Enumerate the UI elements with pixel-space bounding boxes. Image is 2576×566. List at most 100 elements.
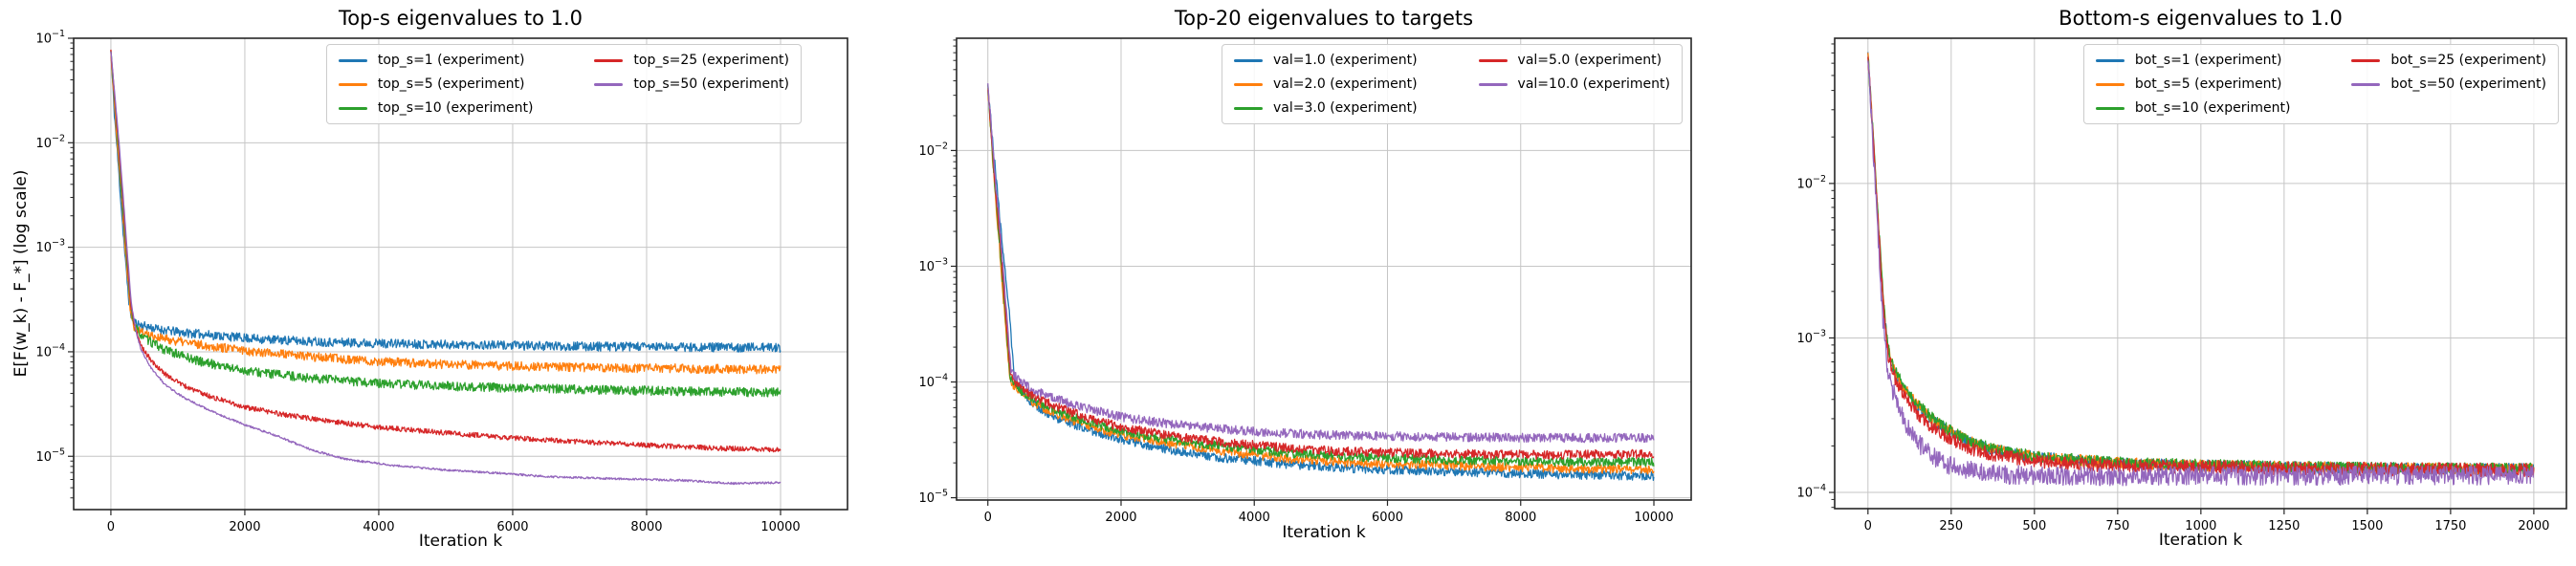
legend-entry: val=5.0 (experiment) bbox=[1478, 53, 1670, 68]
legend-label: val=1.0 (experiment) bbox=[1273, 53, 1418, 68]
legend-line-swatch bbox=[2095, 106, 2125, 110]
legend-line-swatch bbox=[338, 82, 367, 86]
legend-entry: bot_s=1 (experiment) bbox=[2095, 53, 2291, 68]
chart-title: Top-s eigenvalues to 1.0 bbox=[338, 7, 583, 30]
x-tick-label: 1750 bbox=[2434, 519, 2466, 533]
plot-svg: 10−1 10−2 10−3 10−4 10−5 0 2000 4000 6000 8000 100… bbox=[35, 29, 848, 534]
x-tick-label: 0 bbox=[984, 511, 992, 525]
legend-label: top_s=25 (experiment) bbox=[633, 53, 789, 68]
series-line bbox=[987, 83, 1655, 444]
x-tick-label: 4000 bbox=[1239, 511, 1270, 525]
legend-label: val=10.0 (experiment) bbox=[1517, 76, 1670, 92]
legend-entry: bot_s=25 (experiment) bbox=[2351, 53, 2546, 68]
legend-entry: val=10.0 (experiment) bbox=[1478, 76, 1670, 92]
x-axis-label: Iteration k bbox=[1282, 523, 1366, 542]
x-tick-label: 0 bbox=[107, 520, 115, 534]
y-tick-label: 10−5 bbox=[918, 488, 948, 506]
x-tick-label: 2000 bbox=[2518, 519, 2549, 533]
legend: val=1.0 (experiment) val=2.0 (experiment)… bbox=[1222, 44, 1683, 124]
x-tick-label: 2000 bbox=[1105, 511, 1136, 525]
y-tick-label: 10−3 bbox=[1796, 328, 1826, 346]
series-line bbox=[1867, 60, 2535, 487]
x-tick-label: 0 bbox=[1864, 519, 1872, 533]
y-tick-label: 10−4 bbox=[35, 341, 65, 359]
x-tick-label: 1500 bbox=[2351, 519, 2383, 533]
legend-line-swatch bbox=[2351, 82, 2381, 86]
x-tick-label: 8000 bbox=[1505, 511, 1536, 525]
axes-frame bbox=[1834, 37, 2567, 510]
series-line bbox=[110, 49, 782, 453]
legend-label: bot_s=25 (experiment) bbox=[2390, 53, 2546, 68]
y-tick-label: 10−2 bbox=[35, 133, 65, 151]
chart-top-20-eigenvalues: Top-20 eigenvalues to targets Iteration … bbox=[858, 0, 1716, 566]
y-tick-label: 10−4 bbox=[918, 372, 948, 390]
legend-label: top_s=1 (experiment) bbox=[377, 53, 525, 68]
legend-line-swatch bbox=[1478, 82, 1508, 86]
legend-entry: bot_s=50 (experiment) bbox=[2351, 76, 2546, 92]
legend-label: bot_s=1 (experiment) bbox=[2134, 53, 2282, 68]
plot-area: 10−1 10−2 10−3 10−4 10−5 0 2000 4000 6000 8000 100… bbox=[0, 0, 858, 566]
legend-entry: top_s=25 (experiment) bbox=[594, 53, 789, 68]
legend-label: bot_s=5 (experiment) bbox=[2134, 76, 2282, 92]
series-line bbox=[110, 51, 782, 398]
legend-line-swatch bbox=[594, 82, 624, 86]
legend: top_s=1 (experiment) top_s=5 (experiment)… bbox=[325, 44, 802, 124]
x-tick-label: 6000 bbox=[1372, 511, 1403, 525]
x-tick-label: 500 bbox=[2022, 519, 2046, 533]
x-tick-label: 10000 bbox=[760, 520, 800, 534]
series-line bbox=[110, 51, 782, 353]
x-tick-label: 10000 bbox=[1634, 511, 1673, 525]
x-tick-label: 750 bbox=[2105, 519, 2129, 533]
plot-area: 10−2 10−3 10−4 10−5 0 2000 4000 6000 8000 10000 va… bbox=[858, 0, 1716, 566]
y-tick-label: 10−2 bbox=[1796, 173, 1826, 191]
legend-label: val=2.0 (experiment) bbox=[1273, 76, 1418, 92]
series-line bbox=[110, 50, 782, 375]
legend-label: bot_s=10 (experiment) bbox=[2134, 100, 2291, 116]
legend-line-swatch bbox=[594, 58, 624, 62]
y-tick-label: 10−2 bbox=[918, 141, 948, 159]
legend-entry: top_s=10 (experiment) bbox=[338, 100, 534, 116]
series-line bbox=[110, 51, 782, 486]
plot-svg: 10−2 10−3 10−4 0 250 500 750 1000 1250 1500 1750 20… bbox=[1796, 37, 2567, 533]
legend-entry: top_s=5 (experiment) bbox=[338, 76, 534, 92]
legend-label: val=5.0 (experiment) bbox=[1517, 53, 1662, 68]
legend-line-swatch bbox=[1234, 58, 1263, 62]
chart-title: Top-20 eigenvalues to targets bbox=[1174, 7, 1474, 30]
legend-label: top_s=50 (experiment) bbox=[633, 76, 789, 92]
legend-label: val=3.0 (experiment) bbox=[1273, 100, 1418, 116]
legend-label: top_s=5 (experiment) bbox=[377, 76, 525, 92]
x-tick-label: 4000 bbox=[363, 520, 394, 534]
legend-label: top_s=10 (experiment) bbox=[377, 100, 534, 116]
legend-entry: val=1.0 (experiment) bbox=[1234, 53, 1418, 68]
legend-line-swatch bbox=[1234, 106, 1263, 110]
x-tick-label: 2000 bbox=[229, 520, 260, 534]
chart-top-s-eigenvalues: Top-s eigenvalues to 1.0 E[F(w_k) - F_*]… bbox=[0, 0, 858, 566]
y-tick-label: 10−1 bbox=[35, 29, 65, 47]
chart-bottom-s-eigenvalues: Bottom-s eigenvalues to 1.0 Iteration k … bbox=[1716, 0, 2576, 566]
plot-area: 10−2 10−3 10−4 0 250 500 750 1000 1250 1500 1750 20… bbox=[1716, 0, 2576, 566]
chart-title: Bottom-s eigenvalues to 1.0 bbox=[2059, 7, 2343, 30]
legend-label: bot_s=50 (experiment) bbox=[2390, 76, 2546, 92]
x-tick-label: 6000 bbox=[496, 520, 528, 534]
x-axis-label: Iteration k bbox=[418, 532, 503, 551]
x-tick-label: 8000 bbox=[630, 520, 662, 534]
legend-entry: val=2.0 (experiment) bbox=[1234, 76, 1418, 92]
legend: bot_s=1 (experiment) bot_s=5 (experiment)… bbox=[2082, 44, 2559, 124]
legend-entry: val=3.0 (experiment) bbox=[1234, 100, 1418, 116]
x-tick-label: 1000 bbox=[2185, 519, 2216, 533]
y-tick-label: 10−4 bbox=[1796, 483, 1826, 501]
legend-line-swatch bbox=[2351, 58, 2381, 62]
series-line bbox=[987, 89, 1655, 460]
y-tick-label: 10−3 bbox=[918, 256, 948, 274]
legend-entry: bot_s=5 (experiment) bbox=[2095, 76, 2291, 92]
y-tick-label: 10−3 bbox=[35, 237, 65, 255]
plot-svg: 10−2 10−3 10−4 10−5 0 2000 4000 6000 8000 10000 bbox=[918, 37, 1692, 525]
series-line bbox=[987, 88, 1655, 475]
legend-entry: top_s=50 (experiment) bbox=[594, 76, 789, 92]
legend-entry: top_s=1 (experiment) bbox=[338, 53, 534, 68]
legend-line-swatch bbox=[338, 106, 367, 110]
axes-frame bbox=[73, 37, 848, 511]
legend-line-swatch bbox=[1478, 58, 1508, 62]
series-line bbox=[987, 90, 1655, 482]
